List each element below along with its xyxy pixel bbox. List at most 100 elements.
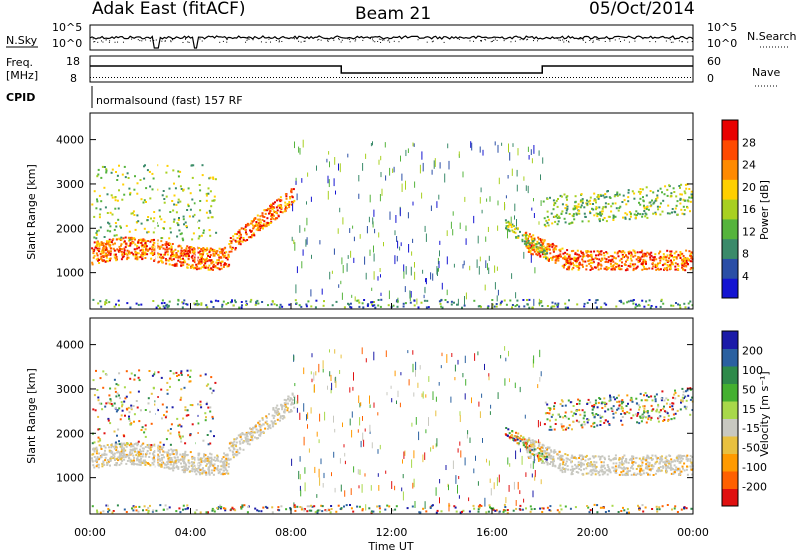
scatter-dot [141, 462, 144, 464]
scatter-dot [643, 405, 646, 408]
scatter-dot [165, 171, 168, 174]
scatter-dot [626, 259, 629, 261]
scatter-dot [141, 245, 143, 248]
nsearch-dot [164, 40, 166, 42]
scatter-dot [153, 460, 156, 463]
scatter-dot [163, 451, 166, 454]
scatter-dot [136, 214, 139, 217]
scatter-dot [639, 468, 642, 471]
scatter-dot [130, 459, 133, 462]
scatter-dot [659, 305, 662, 308]
scatter-dot [120, 401, 123, 404]
scatter-dot [187, 374, 190, 377]
nave-dot [279, 77, 280, 78]
scatter-dot [366, 304, 369, 307]
scatter-dot [682, 260, 685, 263]
scatter-dot [668, 460, 671, 463]
velocity-scatter [91, 346, 694, 514]
scatter-dot [164, 248, 167, 251]
scatter-dot [113, 256, 116, 259]
scatter-dot [199, 209, 202, 212]
scatter-dot [604, 471, 607, 474]
scatter-dot [531, 453, 534, 456]
scatter-dot [104, 446, 107, 449]
scatter-dot [610, 210, 613, 213]
scatter-dot [542, 449, 545, 452]
scatter-dot [520, 434, 522, 437]
scatter-dot [281, 211, 284, 214]
scatter-dot [258, 219, 261, 222]
scatter-dot [240, 301, 243, 303]
scatter-dot [509, 437, 512, 440]
scatter-dot [206, 248, 209, 251]
nave-dot [327, 77, 328, 78]
scatter-dot [164, 251, 167, 254]
scatter-dot [534, 267, 536, 274]
scatter-dot [526, 450, 529, 453]
scatter-dot [613, 469, 616, 472]
scatter-dot [667, 465, 670, 468]
scatter-dot [544, 401, 547, 404]
scatter-dot [566, 198, 568, 201]
scatter-dot [594, 257, 597, 260]
scatter-dot [609, 262, 612, 265]
scatter-dot [565, 457, 568, 460]
power-colorbar-label: Power [dB] [758, 180, 771, 240]
scatter-dot [143, 253, 146, 256]
scatter-dot [514, 215, 515, 220]
scatter-dot [551, 301, 554, 304]
scatter-dot [126, 253, 129, 256]
scatter-dot [102, 461, 105, 464]
nsky-label: N.Sky [6, 34, 38, 47]
scatter-dot [180, 440, 183, 443]
scatter-dot [645, 262, 647, 265]
scatter-dot [188, 248, 191, 251]
scatter-dot [601, 473, 604, 476]
scatter-dot [612, 219, 615, 221]
scatter-dot [363, 299, 366, 301]
scatter-dot [673, 417, 676, 420]
scatter-dot [140, 198, 143, 201]
nave-dot [282, 77, 283, 78]
scatter-dot [118, 304, 120, 307]
scatter-dot [262, 430, 265, 433]
scatter-dot [529, 242, 532, 245]
scatter-dot [546, 248, 549, 251]
scatter-dot [239, 237, 241, 240]
scatter-dot [269, 210, 272, 212]
scatter-dot [654, 461, 657, 464]
scatter-dot [549, 196, 551, 199]
nave-dot [342, 77, 343, 78]
scatter-dot [551, 222, 554, 225]
scatter-dot [644, 252, 647, 255]
scatter-dot [197, 237, 200, 240]
scatter-dot [590, 253, 593, 256]
scatter-dot [304, 227, 306, 232]
scatter-dot [91, 203, 94, 206]
scatter-dot [553, 247, 556, 250]
scatter-dot [168, 453, 171, 456]
scatter-dot [182, 215, 185, 218]
scatter-dot [125, 243, 128, 246]
scatter-dot [644, 254, 647, 257]
scatter-dot [101, 259, 104, 262]
nave-dot [570, 77, 571, 78]
scatter-dot [635, 474, 638, 476]
scatter-dot [614, 465, 617, 468]
scatter-dot [432, 273, 434, 281]
scatter-dot [160, 237, 163, 240]
scatter-dot [258, 434, 261, 437]
scatter-dot [555, 245, 558, 248]
scatter-dot [551, 305, 554, 308]
scatter-dot [93, 455, 96, 458]
scatter-dot [196, 256, 199, 259]
nave-dot [447, 77, 448, 78]
scatter-dot [182, 254, 185, 257]
scatter-dot [91, 453, 94, 456]
scatter-dot [541, 462, 543, 464]
scatter-dot [272, 407, 275, 409]
scatter-dot [511, 229, 514, 232]
scatter-dot [255, 221, 258, 223]
scatter-dot [521, 234, 524, 237]
scatter-dot [543, 217, 546, 220]
